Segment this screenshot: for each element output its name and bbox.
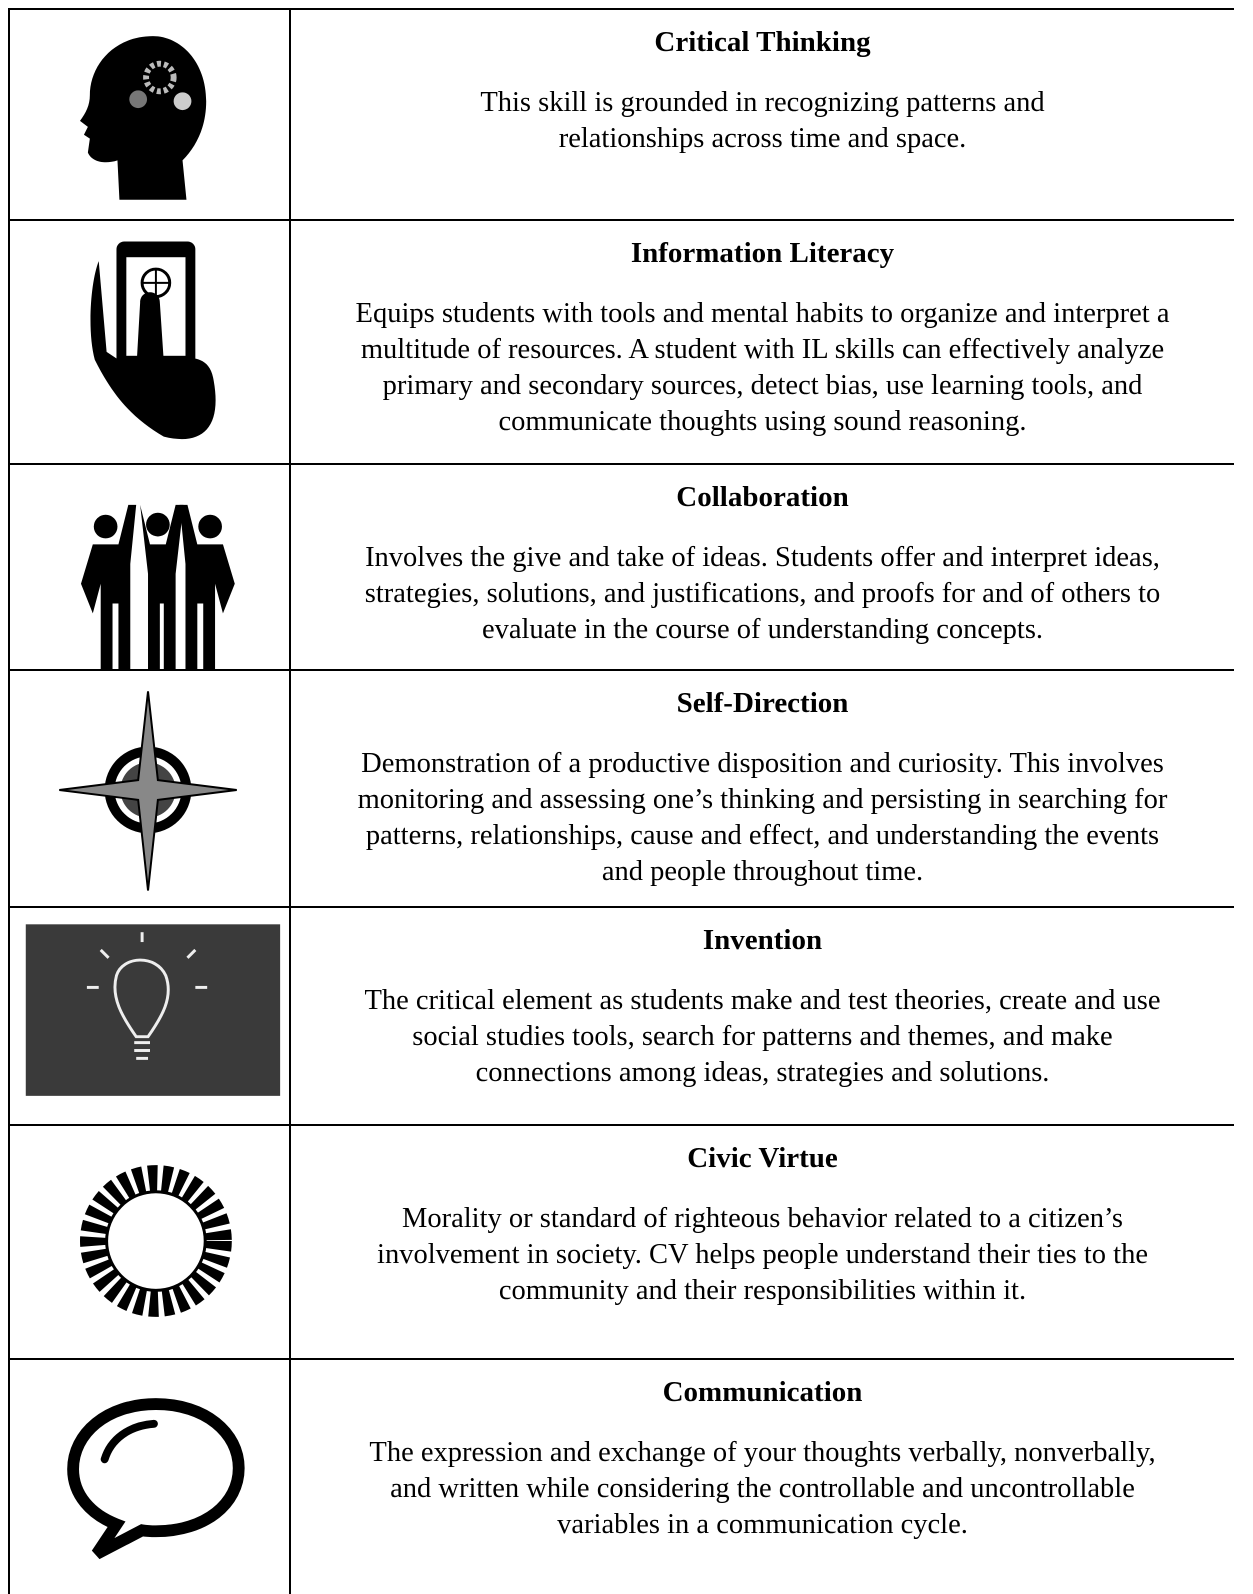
description-line: relationships across time and space. (558, 123, 967, 154)
skill-title: Information Literacy (630, 237, 895, 269)
text-cell: Communication The expression and exchange… (291, 1360, 1234, 1543)
icon (59, 691, 237, 891)
description-line: community and their responsibilities wit… (498, 1275, 1027, 1306)
icon-cell (8, 908, 291, 1124)
skill-description: Involves the give and take of ideas. Stu… (291, 540, 1234, 648)
skill-title: Civic Virtue (687, 1142, 838, 1174)
description-line: monitoring and assessing one’s thinking … (357, 784, 1168, 815)
table-row: Critical Thinking This skill is grounded … (8, 8, 1234, 219)
skill-description: Equips students with tools and mental ha… (291, 296, 1234, 440)
icon (79, 1165, 232, 1317)
description-line: communicate thoughts using sound reasoni… (498, 406, 1027, 437)
description-line: This skill is grounded in recognizing pa… (480, 87, 1045, 118)
description-line: and people throughout time. (601, 856, 924, 887)
description-line: Morality or standard of righteous behavi… (402, 1203, 1123, 1234)
text-cell: Self-Direction Demonstration of a product… (291, 671, 1234, 890)
skill-title: Communication (662, 1376, 863, 1408)
table-row: Communication The expression and exchange… (8, 1358, 1234, 1594)
icon (90, 241, 216, 440)
icon-cell (8, 1360, 291, 1594)
description-line: evaluate in the course of understanding … (481, 614, 1044, 645)
skill-description: Morality or standard of righteous behavi… (291, 1201, 1234, 1309)
description-line: social studies tools, search for pattern… (412, 1021, 1113, 1052)
description-line: multitude of resources. A student with I… (360, 334, 1165, 365)
icon-cell (8, 221, 291, 463)
icon (79, 36, 207, 200)
description-line: primary and secondary sources, detect bi… (382, 370, 1143, 401)
icon (25, 924, 281, 1096)
skill-description: The expression and exchange of your thou… (291, 1435, 1234, 1543)
description-line: involvement in society. CV helps people … (377, 1239, 1148, 1270)
skill-title: Collaboration (676, 481, 849, 513)
table-row: Self-Direction Demonstration of a product… (8, 669, 1234, 906)
description-line: Equips students with tools and mental ha… (355, 298, 1170, 329)
description-line: Demonstration of a productive dispositio… (361, 748, 1164, 779)
skill-description: Demonstration of a productive dispositio… (291, 746, 1234, 890)
description-line: strategies, solutions, and justification… (364, 578, 1161, 609)
skill-description: This skill is grounded in recognizing pa… (291, 85, 1234, 157)
description-line: connections among ideas, strategies and … (475, 1057, 1050, 1088)
icon-cell (8, 10, 291, 219)
skill-description: The critical element as students make an… (291, 983, 1234, 1091)
description-line: and written while considering the contro… (390, 1473, 1135, 1504)
icon-cell (8, 1126, 291, 1358)
table-row: Collaboration Involves the give and take … (8, 463, 1234, 669)
description-line: patterns, relationships, cause and effec… (365, 820, 1160, 851)
icon (80, 504, 235, 669)
icon-cell (8, 465, 291, 669)
description-line: The expression and exchange of your thou… (369, 1437, 1156, 1468)
skill-title: Critical Thinking (654, 26, 871, 58)
icon (67, 1398, 245, 1560)
description-line: The critical element as students make an… (364, 985, 1161, 1016)
skill-title: Invention (702, 924, 823, 956)
description-line: Involves the give and take of ideas. Stu… (365, 542, 1160, 573)
description-line: variables in a communication cycle. (557, 1509, 968, 1540)
text-cell: Civic Virtue Morality or standard of righ… (291, 1126, 1234, 1309)
table-row: Information Literacy Equips students with… (8, 219, 1234, 463)
text-cell: Invention The critical element as student… (291, 908, 1234, 1091)
skill-title: Self-Direction (676, 687, 849, 719)
icon-cell (8, 671, 291, 906)
text-cell: Critical Thinking This skill is grounded … (291, 10, 1234, 157)
table-row: Civic Virtue Morality or standard of righ… (8, 1124, 1234, 1358)
text-cell: Collaboration Involves the give and take … (291, 465, 1234, 648)
table-row: Invention The critical element as student… (8, 906, 1234, 1124)
text-cell: Information Literacy Equips students with… (291, 221, 1234, 440)
